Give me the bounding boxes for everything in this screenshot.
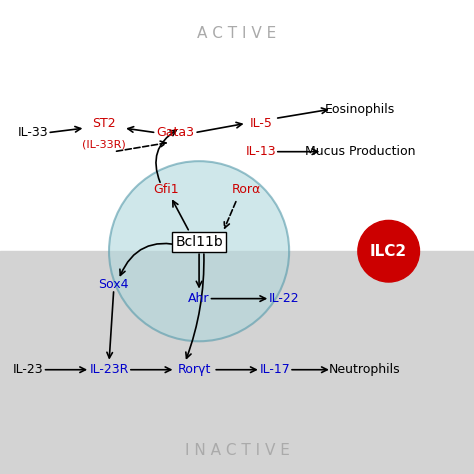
- Text: A C T I V E: A C T I V E: [197, 26, 277, 41]
- Text: Rorγt: Rorγt: [178, 363, 211, 376]
- Text: Gata3: Gata3: [156, 126, 194, 139]
- Text: Ahr: Ahr: [188, 292, 210, 305]
- Text: IL-13: IL-13: [246, 145, 276, 158]
- Text: Rorα: Rorα: [232, 183, 261, 196]
- Text: Bcl11b: Bcl11b: [175, 235, 223, 249]
- Text: Eosinophils: Eosinophils: [325, 102, 395, 116]
- Circle shape: [109, 161, 289, 341]
- Text: IL-22: IL-22: [269, 292, 300, 305]
- Text: ILC2: ILC2: [370, 244, 407, 259]
- Bar: [0, 0, 474, 251]
- Bar: [0, 251, 474, 474]
- Text: IL-17: IL-17: [260, 363, 290, 376]
- Text: IL-23: IL-23: [13, 363, 44, 376]
- Text: IL-5: IL-5: [249, 117, 272, 130]
- Text: IL-23R: IL-23R: [89, 363, 129, 376]
- Text: (IL-33R): (IL-33R): [82, 139, 126, 150]
- Text: Mucus Production: Mucus Production: [305, 145, 416, 158]
- Text: Neutrophils: Neutrophils: [329, 363, 401, 376]
- Circle shape: [358, 220, 419, 282]
- Text: Sox4: Sox4: [99, 278, 129, 291]
- Text: Gfi1: Gfi1: [153, 183, 179, 196]
- Text: IL-33: IL-33: [18, 126, 48, 139]
- Text: I N A C T I V E: I N A C T I V E: [184, 443, 290, 458]
- Text: ST2: ST2: [92, 117, 116, 130]
